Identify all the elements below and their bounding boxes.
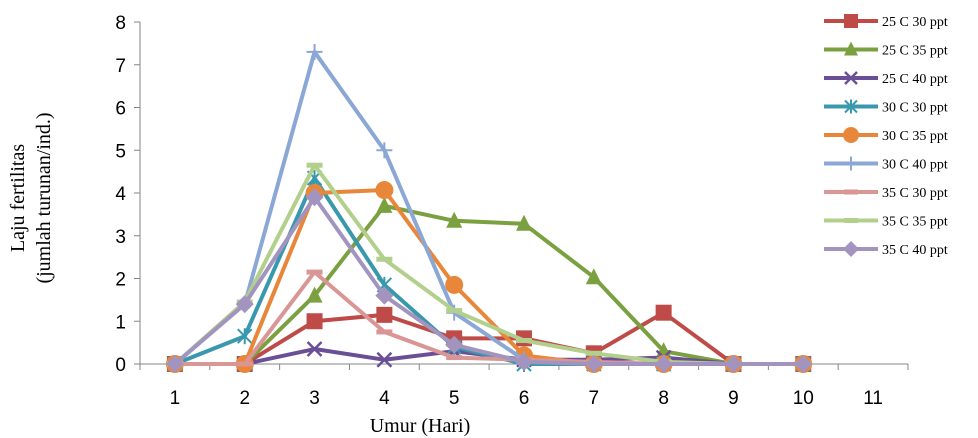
- data-point: [655, 304, 672, 321]
- data-point: [237, 328, 253, 345]
- legend-marker: [843, 241, 859, 257]
- legend-label: 25 C 35 ppt: [882, 44, 948, 59]
- legend-item: 35 C 30 ppt: [824, 186, 948, 201]
- x-axis-title: Umur (Hari): [370, 415, 471, 437]
- data-point: [306, 341, 323, 357]
- x-tick-label: 10: [793, 388, 814, 409]
- x-tick-label: 6: [519, 388, 530, 409]
- legend-label: 25 C 40 ppt: [882, 72, 948, 87]
- data-point: [306, 313, 323, 330]
- legend-marker: [844, 71, 858, 85]
- series-line: [172, 203, 806, 366]
- data-point: [446, 211, 463, 228]
- legend-item: 35 C 35 ppt: [824, 215, 948, 230]
- x-tick-label: 3: [309, 388, 320, 409]
- y-tick-label: 6: [115, 99, 126, 120]
- y-tick-label: 0: [115, 355, 126, 376]
- legend-label: 35 C 35 ppt: [882, 215, 948, 230]
- y-tick-label: 5: [115, 141, 126, 162]
- y-tick-label: 7: [115, 56, 126, 77]
- data-point: [376, 256, 393, 262]
- data-point: [376, 329, 393, 335]
- data-point: [445, 275, 464, 294]
- legend-item: 30 C 30 ppt: [824, 99, 948, 116]
- y-tick-label: 8: [115, 13, 126, 34]
- series-line: [172, 49, 806, 366]
- legend-marker: [844, 41, 858, 56]
- legend-label: 30 C 40 ppt: [882, 158, 948, 173]
- legend-label: 30 C 35 ppt: [882, 129, 948, 144]
- legend-marker: [844, 189, 858, 195]
- data-point: [445, 335, 464, 354]
- x-tick-label: 2: [239, 388, 250, 409]
- legend-item: 25 C 30 ppt: [824, 14, 948, 30]
- y-axis-title-line1: Laju fertilitas: [7, 144, 29, 253]
- data-point: [446, 308, 463, 314]
- data-point: [584, 355, 603, 373]
- x-tick-label: 9: [728, 388, 739, 409]
- legend-marker: [844, 99, 858, 114]
- x-tick-label: 11: [863, 388, 883, 409]
- data-point: [724, 355, 743, 373]
- data-point: [376, 142, 393, 159]
- legend-marker: [844, 218, 858, 223]
- data-point: [376, 351, 393, 368]
- legend-label: 25 C 30 ppt: [882, 15, 948, 30]
- data-point: [375, 181, 394, 200]
- x-tick-label: 8: [658, 388, 669, 409]
- data-point: [306, 43, 323, 60]
- x-tick-label: 7: [589, 388, 600, 409]
- data-point: [585, 268, 602, 285]
- y-tick-label: 1: [115, 312, 126, 333]
- data-point: [515, 352, 533, 371]
- legend-item: 25 C 35 ppt: [824, 41, 948, 59]
- data-point: [165, 355, 184, 373]
- series-layer: [165, 43, 813, 373]
- legend-marker: [844, 156, 858, 171]
- legend-label: 30 C 30 ppt: [882, 101, 948, 116]
- data-point: [794, 355, 813, 373]
- legend-label: 35 C 30 ppt: [882, 186, 948, 201]
- legend-item: 30 C 35 ppt: [824, 127, 948, 144]
- x-tick-label: 1: [170, 388, 181, 409]
- y-axis-title-line2: (jumlah turunan/ind.): [33, 112, 55, 283]
- x-tick-label: 5: [449, 388, 460, 409]
- legend-item: 35 C 40 ppt: [824, 241, 948, 258]
- data-point: [516, 337, 532, 343]
- series-line: [172, 195, 806, 366]
- legend-item: 30 C 40 ppt: [824, 156, 948, 173]
- data-point: [585, 350, 602, 356]
- data-point: [376, 196, 393, 213]
- y-tick-label: 2: [115, 270, 126, 291]
- data-point: [306, 162, 323, 168]
- series-2: [166, 196, 812, 371]
- data-point: [375, 286, 394, 305]
- data-point: [305, 188, 324, 207]
- data-point: [376, 306, 393, 323]
- data-point: [235, 295, 254, 314]
- x-tick-label: 4: [379, 388, 390, 409]
- series-9: [165, 188, 813, 373]
- legend-item: 25 C 40 ppt: [824, 71, 948, 87]
- data-point: [306, 269, 323, 275]
- axes: 0 1 2 3 4 5 6 7 8 1 2 3 4 5 6 7 8 9 10 11: [115, 13, 909, 409]
- y-tick-label: 3: [115, 227, 126, 248]
- data-point: [236, 361, 253, 367]
- data-point: [654, 355, 673, 373]
- data-point: [306, 286, 323, 303]
- legend: 25 C 30 ppt 25 C 35 ppt 25 C 40 ppt 30 C 30…: [824, 14, 948, 258]
- legend-label: 35 C 40 ppt: [882, 243, 948, 258]
- data-point: [516, 214, 532, 231]
- data-point: [446, 355, 463, 361]
- legend-marker: [844, 14, 858, 28]
- y-tick-label: 4: [115, 184, 126, 205]
- legend-marker: [843, 127, 859, 143]
